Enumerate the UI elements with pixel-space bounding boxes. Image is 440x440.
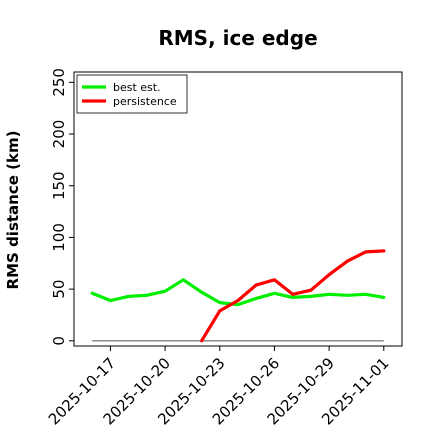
y-tick-label: 250: [50, 68, 68, 97]
legend-label: persistence: [113, 95, 177, 108]
series-line-persistence: [200, 249, 386, 343]
legend-label: best est.: [113, 81, 161, 94]
legend-box: [76, 74, 188, 114]
y-tick-label: 0: [50, 336, 68, 346]
legend: best est.persistence: [76, 74, 188, 114]
y-axis-label: RMS distance (km): [4, 131, 22, 290]
chart-title: RMS, ice edge: [158, 26, 317, 50]
y-tick-label: 50: [50, 280, 68, 299]
series-layer: [90, 249, 386, 343]
series-line-best-est: [90, 278, 386, 307]
plot-frame: [73, 71, 403, 347]
y-tick-label: 200: [50, 120, 68, 149]
y-tick-label: 100: [50, 223, 68, 252]
y-tick-label: 150: [50, 171, 68, 200]
